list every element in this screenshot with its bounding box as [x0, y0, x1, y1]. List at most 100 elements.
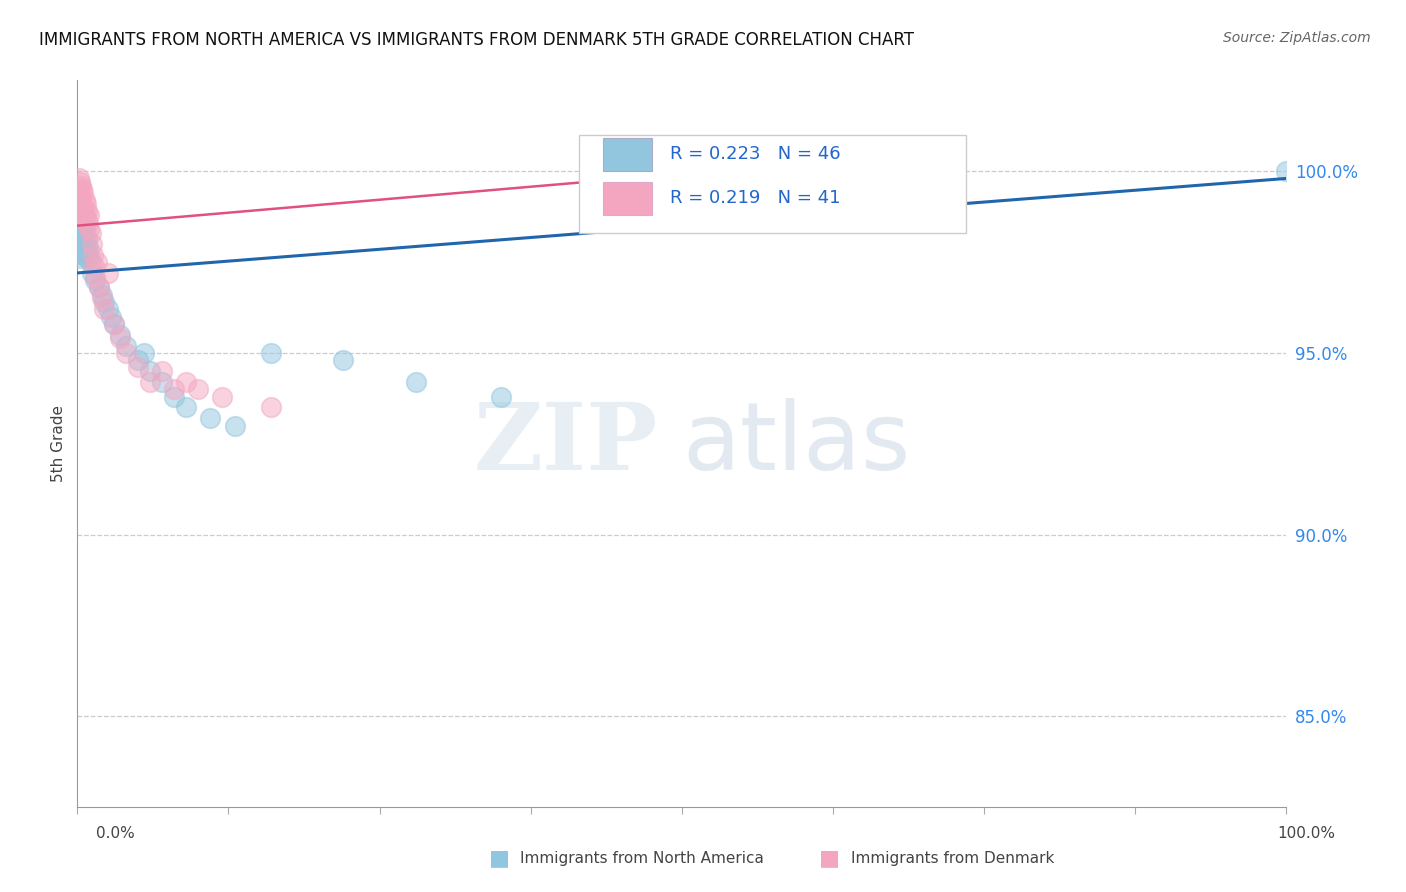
- Text: R = 0.223   N = 46: R = 0.223 N = 46: [669, 145, 841, 163]
- Point: [84, 269, 107, 284]
- Point: [70, 252, 93, 266]
- Point: [489, 390, 512, 404]
- Point: [187, 382, 209, 396]
- Bar: [603, 138, 652, 171]
- Text: IMMIGRANTS FROM NORTH AMERICA VS IMMIGRANTS FROM DENMARK 5TH GRADE CORRELATION C: IMMIGRANTS FROM NORTH AMERICA VS IMMIGRA…: [39, 31, 914, 49]
- Point: [79, 226, 101, 240]
- Point: [83, 259, 105, 273]
- Text: ■: ■: [820, 848, 839, 868]
- Point: [174, 375, 197, 389]
- Point: [103, 317, 125, 331]
- Text: Immigrants from North America: Immigrants from North America: [520, 851, 763, 865]
- Point: [76, 233, 98, 247]
- Point: [150, 375, 173, 389]
- Point: [70, 215, 93, 229]
- Point: [73, 219, 96, 233]
- Point: [77, 240, 100, 254]
- Point: [1275, 164, 1298, 178]
- Point: [132, 346, 155, 360]
- Text: Source: ZipAtlas.com: Source: ZipAtlas.com: [1223, 31, 1371, 45]
- Point: [100, 310, 122, 324]
- Point: [69, 226, 91, 240]
- Point: [70, 178, 93, 193]
- Point: [84, 273, 107, 287]
- Point: [82, 248, 104, 262]
- Point: [67, 201, 90, 215]
- Point: [79, 248, 101, 262]
- Text: 0.0%: 0.0%: [96, 827, 135, 841]
- Point: [87, 280, 110, 294]
- Point: [90, 287, 112, 301]
- Point: [127, 353, 149, 368]
- Point: [332, 353, 354, 368]
- Point: [87, 280, 110, 294]
- Point: [70, 233, 93, 247]
- Point: [108, 327, 131, 342]
- Point: [72, 229, 94, 244]
- Point: [139, 375, 162, 389]
- Text: atlas: atlas: [682, 398, 910, 490]
- Point: [163, 382, 186, 396]
- Point: [75, 244, 97, 259]
- Point: [80, 266, 103, 280]
- FancyBboxPatch shape: [579, 135, 966, 233]
- Point: [163, 390, 186, 404]
- Point: [72, 248, 94, 262]
- Point: [90, 292, 112, 306]
- Point: [67, 182, 90, 196]
- Point: [150, 364, 173, 378]
- Point: [405, 375, 427, 389]
- Point: [67, 171, 90, 186]
- Point: [79, 222, 101, 236]
- Point: [72, 211, 94, 226]
- Point: [75, 211, 97, 226]
- Point: [93, 302, 115, 317]
- Text: 100.0%: 100.0%: [1278, 827, 1336, 841]
- Point: [260, 346, 283, 360]
- Point: [67, 219, 90, 233]
- Text: Immigrants from Denmark: Immigrants from Denmark: [851, 851, 1054, 865]
- Point: [69, 175, 91, 189]
- Text: R = 0.219   N = 41: R = 0.219 N = 41: [669, 189, 841, 207]
- Point: [76, 204, 98, 219]
- Point: [72, 201, 94, 215]
- Y-axis label: 5th Grade: 5th Grade: [51, 405, 66, 483]
- Point: [70, 193, 93, 207]
- Point: [211, 390, 233, 404]
- Point: [96, 266, 118, 280]
- Point: [72, 186, 94, 200]
- Point: [76, 252, 98, 266]
- Point: [127, 360, 149, 375]
- Point: [108, 331, 131, 345]
- Point: [75, 226, 97, 240]
- Point: [79, 208, 101, 222]
- Point: [69, 208, 91, 222]
- Point: [174, 401, 197, 415]
- Point: [139, 364, 162, 378]
- Point: [73, 236, 96, 251]
- Point: [73, 193, 96, 207]
- Point: [86, 255, 108, 269]
- Point: [69, 244, 91, 259]
- Point: [70, 197, 93, 211]
- Point: [70, 211, 93, 226]
- Point: [200, 411, 222, 425]
- Text: ZIP: ZIP: [474, 399, 658, 489]
- Point: [80, 236, 103, 251]
- Point: [224, 418, 246, 433]
- Bar: [603, 182, 652, 215]
- Point: [69, 189, 91, 203]
- Point: [73, 208, 96, 222]
- Point: [75, 197, 97, 211]
- Point: [93, 295, 115, 310]
- Point: [79, 255, 101, 269]
- Point: [103, 317, 125, 331]
- Point: [77, 215, 100, 229]
- Text: ■: ■: [489, 848, 509, 868]
- Point: [114, 346, 136, 360]
- Point: [70, 222, 93, 236]
- Point: [114, 338, 136, 352]
- Point: [70, 182, 93, 196]
- Point: [70, 204, 93, 219]
- Point: [96, 302, 118, 317]
